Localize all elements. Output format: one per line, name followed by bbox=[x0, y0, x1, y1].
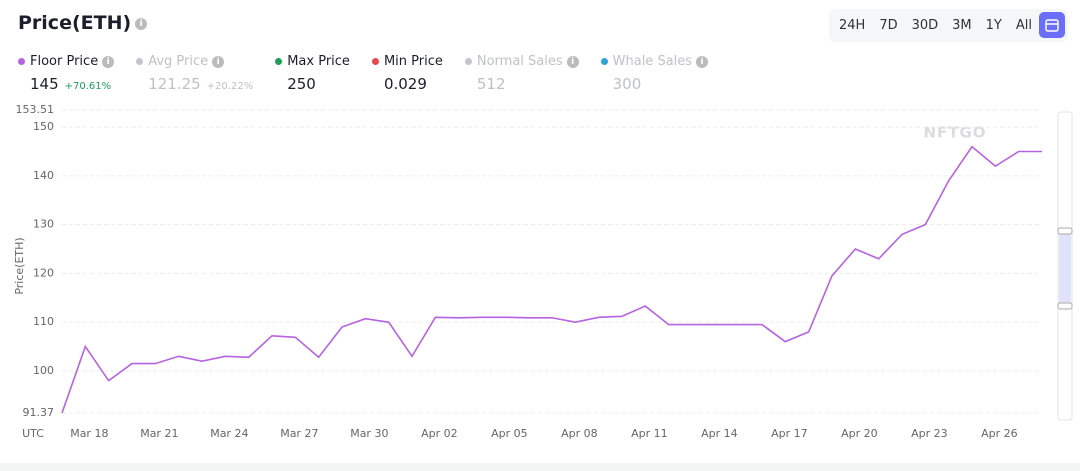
stat-name: Min Price bbox=[383, 54, 443, 69]
legend-dot bbox=[275, 58, 283, 65]
y-tick-label: 110 bbox=[33, 315, 54, 328]
x-tick-label: Mar 18 bbox=[70, 427, 108, 440]
stat-name: Normal Sales bbox=[476, 54, 563, 69]
y-tick-label: 120 bbox=[33, 266, 54, 279]
timeframe-button[interactable]: 30D bbox=[911, 18, 939, 33]
calendar-icon bbox=[1045, 19, 1059, 32]
info-icon[interactable]: i bbox=[566, 55, 579, 68]
stat-value: 300 bbox=[601, 75, 708, 93]
stat-number: 145 bbox=[30, 75, 59, 93]
x-tick-label: Mar 27 bbox=[280, 427, 318, 440]
info-icon[interactable]: i bbox=[212, 55, 225, 68]
stat[interactable]: Floor Price i 145 +70.61% bbox=[18, 54, 115, 93]
zoom-handle[interactable] bbox=[1057, 302, 1073, 310]
stat-number: 250 bbox=[287, 75, 316, 93]
calendar-button[interactable] bbox=[1039, 12, 1065, 38]
stat-value: 145 +70.61% bbox=[18, 75, 114, 93]
stat-number: 0.029 bbox=[383, 75, 427, 93]
info-icon[interactable]: i bbox=[135, 17, 148, 30]
timeframe-button[interactable]: All bbox=[1015, 18, 1032, 33]
y-axis-label: Price(ETH) bbox=[13, 237, 26, 294]
y-tick-label: 150 bbox=[33, 120, 54, 133]
timeframe-selector: 24H 7D 30D 3M 1Y All bbox=[828, 9, 1068, 42]
stat[interactable]: Avg Price i 121.25 +20.22% bbox=[136, 54, 253, 93]
x-tick-label: Apr 11 bbox=[631, 427, 668, 440]
y-tick-label: 153.51 bbox=[16, 103, 55, 116]
y-tick-label: 100 bbox=[33, 364, 54, 377]
x-tick-label: Apr 26 bbox=[981, 427, 1018, 440]
stat-label: Min Price bbox=[371, 54, 443, 69]
timeframe-button[interactable]: 3M bbox=[952, 18, 972, 33]
y-tick-label: 130 bbox=[33, 218, 54, 231]
timeframe-button[interactable]: 7D bbox=[879, 18, 898, 33]
timeframe-button[interactable]: 1Y bbox=[985, 18, 1002, 33]
stat-value: 0.029 bbox=[372, 75, 443, 93]
x-tick-label: Mar 24 bbox=[210, 427, 248, 440]
stat-name: Max Price bbox=[287, 54, 350, 69]
stat-label: Whale Sales i bbox=[600, 54, 709, 69]
y-tick-label: 91.37 bbox=[23, 406, 55, 419]
stat[interactable]: Max Price 250 bbox=[275, 54, 350, 93]
x-tick-label: Apr 08 bbox=[561, 427, 598, 440]
x-prefix: UTC bbox=[22, 427, 44, 440]
stat-change: +70.61% bbox=[64, 81, 112, 92]
legend-dot bbox=[600, 58, 608, 65]
stat-value: 250 bbox=[275, 75, 350, 93]
x-tick-label: Apr 20 bbox=[841, 427, 878, 440]
stat-number: 300 bbox=[612, 75, 642, 93]
stat-value: 121.25 +20.22% bbox=[136, 75, 253, 93]
stat-label: Floor Price i bbox=[18, 54, 115, 69]
x-tick-label: Apr 14 bbox=[701, 427, 738, 440]
x-tick-label: Apr 02 bbox=[421, 427, 458, 440]
x-tick-label: Apr 05 bbox=[491, 427, 528, 440]
price-line bbox=[61, 145, 1042, 414]
title-text: Price(ETH) bbox=[18, 12, 132, 34]
timeframe-button[interactable]: 24H bbox=[838, 18, 866, 33]
stats: Floor Price i 145 +70.61% Avg Price i 121.25 +2… bbox=[18, 54, 730, 93]
info-icon[interactable]: i bbox=[696, 55, 709, 68]
x-tick-label: Mar 30 bbox=[350, 427, 388, 440]
stat-number: 121.25 bbox=[148, 75, 201, 93]
stat-label: Max Price bbox=[275, 54, 350, 69]
y-tick-label: 140 bbox=[33, 169, 54, 182]
stat-name: Floor Price bbox=[30, 54, 99, 69]
stat-number: 512 bbox=[476, 75, 506, 93]
stat-label: Avg Price i bbox=[136, 54, 253, 69]
title: Price(ETH) i bbox=[18, 12, 148, 34]
stat[interactable]: Normal Sales i 512 bbox=[464, 54, 579, 93]
stat[interactable]: Min Price 0.029 bbox=[371, 54, 443, 93]
zoom-handle[interactable] bbox=[1057, 227, 1073, 235]
stat-value: 512 bbox=[465, 75, 579, 93]
stat-change: +20.22% bbox=[206, 81, 254, 92]
x-tick-label: Apr 17 bbox=[771, 427, 808, 440]
zoom-window[interactable] bbox=[1059, 231, 1071, 306]
x-tick-label: Mar 21 bbox=[140, 427, 178, 440]
info-icon[interactable]: i bbox=[102, 55, 115, 68]
stat-label: Normal Sales i bbox=[464, 54, 579, 69]
stat-name: Avg Price bbox=[148, 54, 209, 69]
x-tick-label: Apr 23 bbox=[911, 427, 948, 440]
stat-name: Whale Sales bbox=[612, 54, 693, 69]
stat[interactable]: Whale Sales i 300 bbox=[600, 54, 709, 93]
footer-strip bbox=[0, 463, 1080, 471]
legend-dot bbox=[371, 58, 379, 65]
legend-dot bbox=[136, 58, 144, 65]
legend-dot bbox=[18, 58, 25, 65]
legend-dot bbox=[464, 58, 472, 65]
watermark: NFTGO bbox=[923, 124, 986, 142]
